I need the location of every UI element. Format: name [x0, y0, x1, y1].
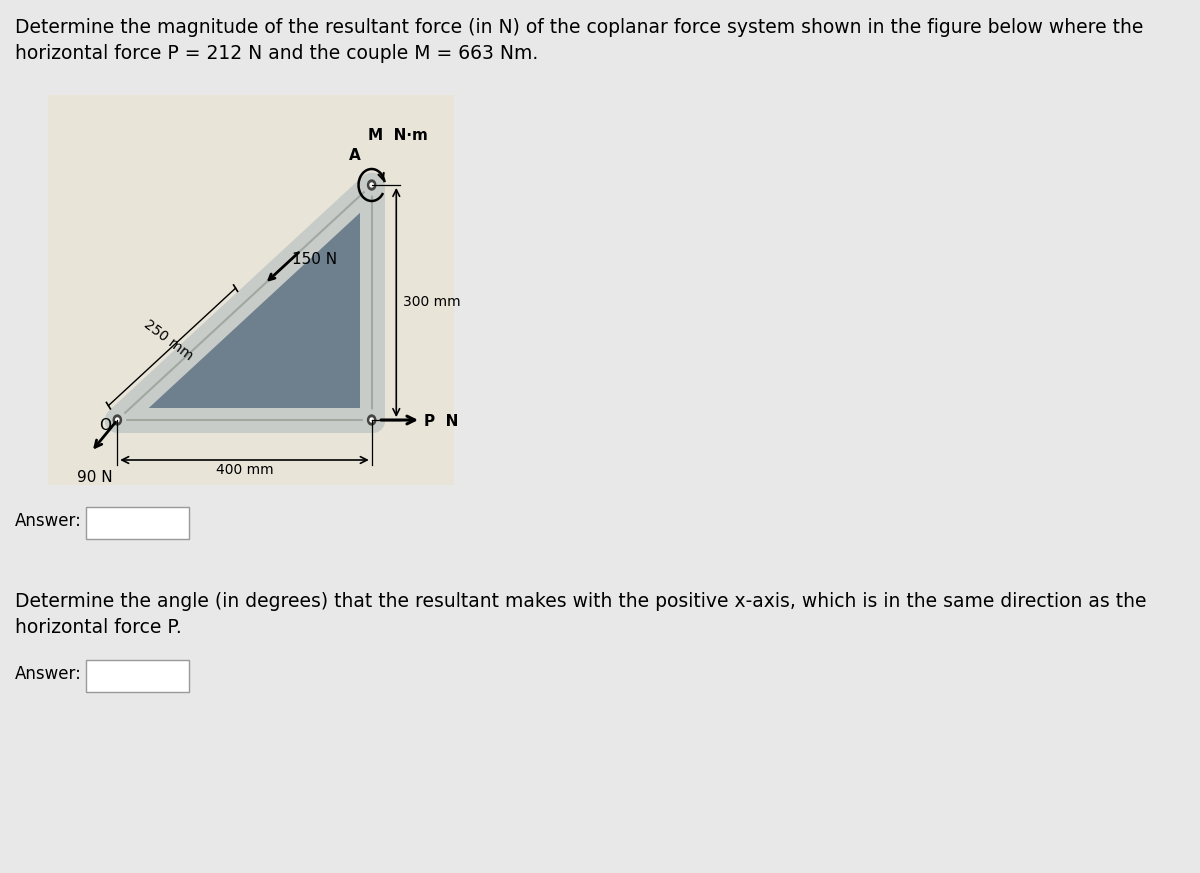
Circle shape [370, 418, 373, 422]
Text: A: A [349, 148, 360, 163]
Circle shape [370, 183, 373, 187]
Text: 300 mm: 300 mm [403, 295, 461, 310]
Circle shape [364, 175, 380, 195]
Text: M  N·m: M N·m [367, 128, 427, 143]
Text: 400 mm: 400 mm [216, 463, 274, 477]
Text: Answer:: Answer: [14, 512, 82, 530]
Text: Answer:: Answer: [14, 665, 82, 683]
Text: P  N: P N [424, 414, 458, 429]
Text: 250 mm: 250 mm [140, 318, 196, 363]
Polygon shape [118, 185, 372, 420]
Circle shape [364, 410, 380, 430]
Bar [48, 95, 454, 485]
Text: 90 N: 90 N [77, 470, 112, 485]
Text: O: O [100, 417, 112, 432]
Text: horizontal force P = 212 N and the couple M = 663 Nm.: horizontal force P = 212 N and the coupl… [14, 44, 538, 63]
Circle shape [113, 415, 121, 425]
Text: Determine the angle (in degrees) that the resultant makes with the positive x-ax: Determine the angle (in degrees) that th… [14, 592, 1146, 611]
Text: 150 N: 150 N [293, 251, 337, 267]
Circle shape [367, 415, 376, 425]
Circle shape [115, 418, 119, 422]
Circle shape [109, 410, 126, 430]
Circle shape [367, 180, 376, 190]
Bar [86, 507, 188, 539]
Text: Determine the magnitude of the resultant force (in N) of the coplanar force syst: Determine the magnitude of the resultant… [14, 18, 1144, 37]
Bar [86, 660, 188, 692]
Text: horizontal force P.: horizontal force P. [14, 618, 181, 637]
